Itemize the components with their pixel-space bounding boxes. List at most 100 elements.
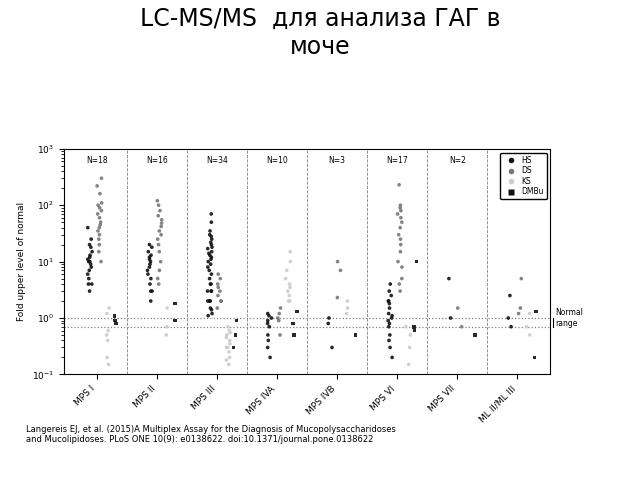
Point <box>84 241 95 249</box>
Point <box>146 275 156 282</box>
Point <box>154 241 164 249</box>
Point <box>280 275 291 282</box>
Point <box>445 314 456 322</box>
Point <box>212 280 223 288</box>
Point <box>285 258 296 265</box>
Point <box>96 258 106 265</box>
Point <box>104 304 115 312</box>
Point <box>341 310 351 317</box>
Point <box>213 284 223 291</box>
Point <box>284 280 294 288</box>
Point <box>84 287 95 295</box>
Point <box>203 245 213 252</box>
Point <box>384 287 394 295</box>
Point <box>264 323 275 331</box>
Point <box>505 292 515 300</box>
Point <box>383 317 394 324</box>
Point <box>205 280 216 288</box>
Point <box>207 310 217 317</box>
Point <box>93 235 104 243</box>
Point <box>262 310 273 317</box>
Point <box>342 297 353 305</box>
Point <box>204 275 214 282</box>
Point <box>397 218 407 226</box>
Point <box>145 263 155 271</box>
Point <box>143 248 154 255</box>
Point <box>95 204 105 212</box>
Text: Normal
range: Normal range <box>556 308 583 328</box>
Point <box>109 312 120 320</box>
Point <box>264 312 274 320</box>
Point <box>156 231 166 239</box>
Point <box>157 216 167 224</box>
Point <box>206 253 216 261</box>
Point <box>156 258 166 265</box>
Point <box>103 327 113 335</box>
Point <box>409 327 419 335</box>
Point <box>83 280 93 288</box>
Point <box>332 258 342 265</box>
Point <box>506 323 516 331</box>
Point <box>156 223 166 230</box>
Text: LC-MS/MS  для анализа ГАГ в
моче: LC-MS/MS для анализа ГАГ в моче <box>140 7 500 59</box>
Point <box>223 323 233 331</box>
Point <box>383 310 394 317</box>
Point <box>205 297 215 305</box>
Point <box>412 258 422 265</box>
Point <box>86 280 97 288</box>
Point <box>275 304 285 312</box>
Point <box>274 317 284 324</box>
Point <box>327 344 337 351</box>
Point <box>86 243 96 251</box>
Point <box>396 241 406 249</box>
Point <box>289 331 300 339</box>
Point <box>385 280 396 288</box>
Point <box>350 331 360 339</box>
Point <box>145 241 155 249</box>
Point <box>263 331 273 339</box>
Point <box>404 360 414 368</box>
Point <box>152 235 163 243</box>
Text: N=16: N=16 <box>146 156 168 165</box>
Point <box>397 275 407 282</box>
Point <box>387 312 397 320</box>
Point <box>323 320 333 327</box>
Point <box>204 297 214 305</box>
Point <box>206 218 216 226</box>
Point <box>284 297 294 305</box>
Point <box>206 210 216 218</box>
Point <box>395 204 405 212</box>
Point <box>232 317 242 324</box>
Point <box>97 174 107 182</box>
Point <box>202 287 212 295</box>
Point <box>161 331 172 339</box>
Point <box>342 304 353 312</box>
Point <box>205 231 215 239</box>
Point <box>96 207 106 215</box>
Point <box>206 270 216 278</box>
Text: N=3: N=3 <box>509 156 526 165</box>
Point <box>225 336 235 344</box>
Point <box>401 323 411 331</box>
Point <box>396 207 406 215</box>
Point <box>324 314 334 322</box>
Point <box>516 275 527 282</box>
Point <box>94 241 104 249</box>
Point <box>154 248 164 255</box>
Point <box>86 263 97 271</box>
Point <box>207 235 217 243</box>
Point <box>147 287 157 295</box>
Point <box>94 231 104 239</box>
Point <box>154 280 164 288</box>
Point <box>213 292 223 300</box>
Point <box>216 297 227 305</box>
Point <box>97 199 107 207</box>
Point <box>387 354 397 361</box>
Point <box>203 263 213 271</box>
Point <box>284 292 294 300</box>
Point <box>225 354 235 361</box>
Point <box>142 266 152 274</box>
Point <box>386 292 396 300</box>
Point <box>162 323 172 331</box>
Point <box>283 287 293 295</box>
